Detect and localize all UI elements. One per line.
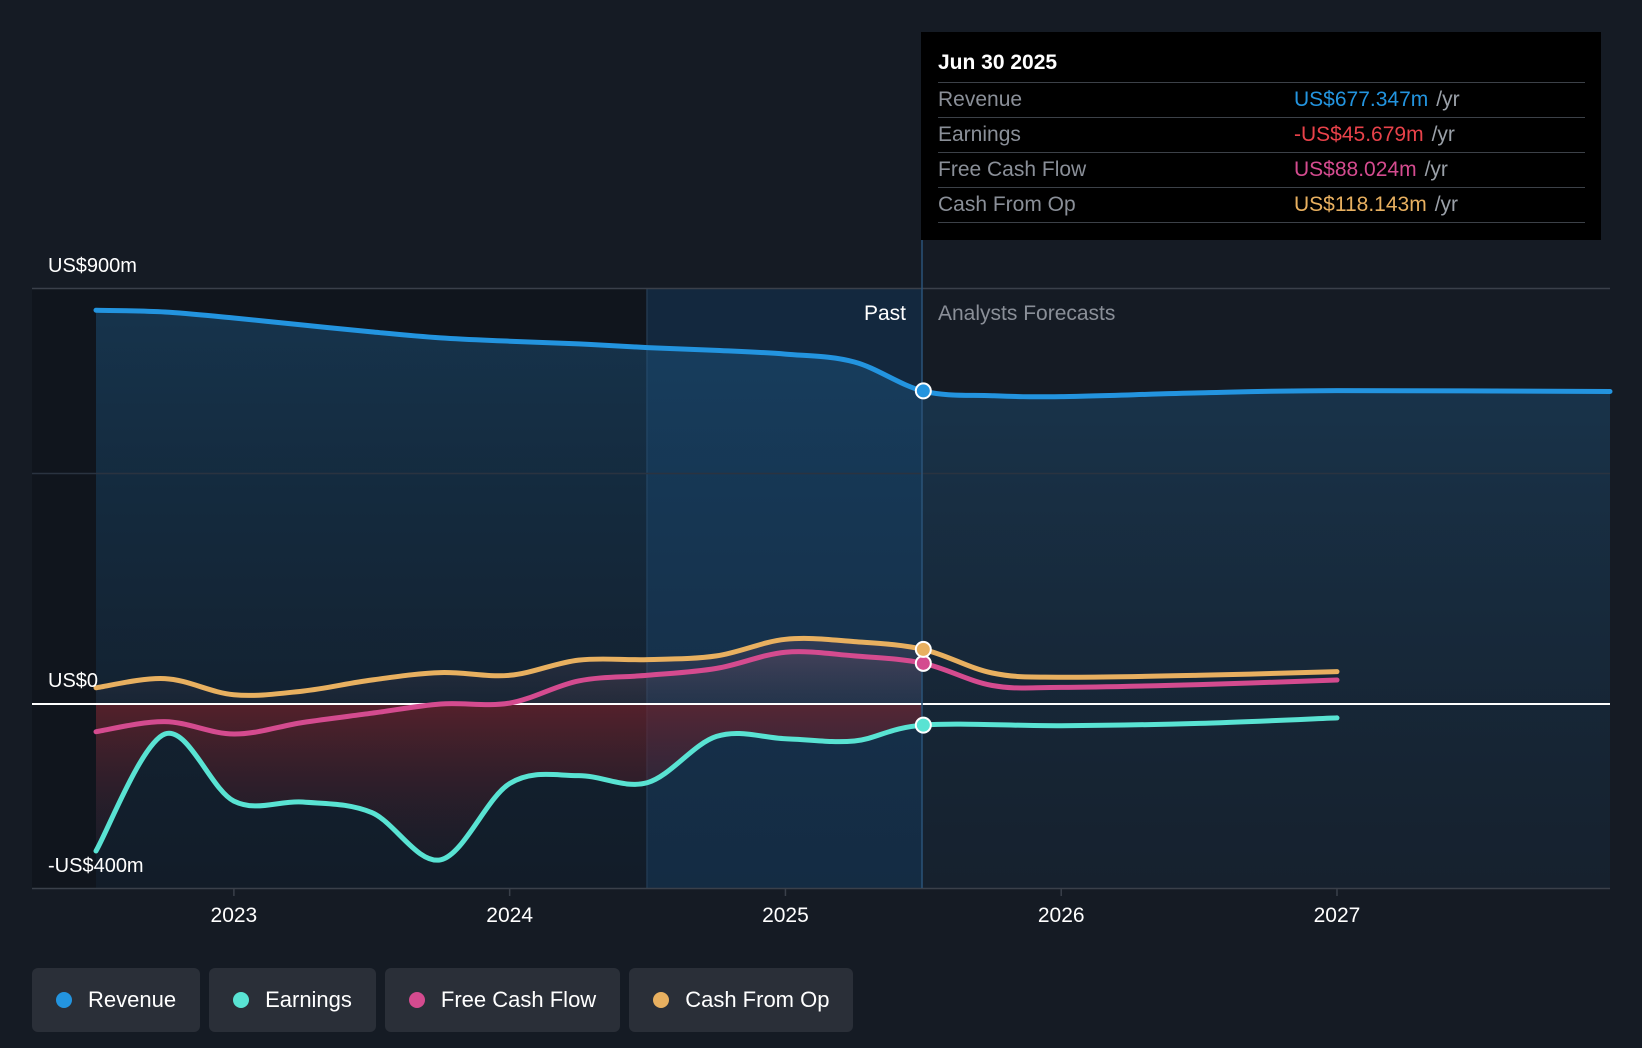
series-lines <box>93 307 1613 863</box>
legend-item-earnings[interactable]: Earnings <box>209 968 376 1032</box>
tooltip-value: US$118.143m <box>1294 193 1427 216</box>
x-axis: 2023 2024 2025 2026 2027 <box>211 888 1361 927</box>
marker-free-cash-flow[interactable] <box>914 654 932 672</box>
x-tick-label: 2025 <box>762 904 809 927</box>
legend-label: Earnings <box>265 987 352 1012</box>
negative-area <box>96 704 922 735</box>
tooltip-value: -US$45.679m <box>1294 123 1424 146</box>
legend: Revenue Earnings Free Cash Flow Cash Fro… <box>32 968 854 1032</box>
x-tick-label: 2024 <box>486 904 533 927</box>
tooltip-label: Revenue <box>938 88 1023 111</box>
tooltip-date: Jun 30 2025 <box>938 51 1058 74</box>
tooltip-row-revenue: Revenue US$677.347m /yr <box>938 82 1585 117</box>
positive-area <box>96 638 922 704</box>
legend-dot-icon <box>233 992 250 1008</box>
tooltip-value: US$677.347m <box>1294 88 1429 111</box>
marker-earnings[interactable] <box>914 716 932 734</box>
x-tick-label: 2027 <box>1314 904 1361 927</box>
y-label-bottom: -US$400m <box>48 855 144 877</box>
tooltip-label: Cash From Op <box>938 193 1076 216</box>
x-tick-label: 2026 <box>1038 904 1085 927</box>
tooltip: Jun 30 2025 Revenue US$677.347m /yr Earn… <box>921 32 1601 240</box>
tooltip-unit: /yr <box>1424 158 1448 181</box>
tooltip-label: Earnings <box>938 123 1021 146</box>
legend-label: Cash From Op <box>685 987 830 1012</box>
past-label: Past <box>864 302 906 325</box>
forecast-label: Analysts Forecasts <box>938 302 1115 325</box>
series-area-group <box>96 638 922 704</box>
tooltip-value: US$88.024m <box>1294 158 1417 181</box>
legend-dot-icon <box>56 992 72 1008</box>
series-line-free-cash-flow <box>93 649 1340 737</box>
series-line-revenue <box>93 307 1613 400</box>
marker-revenue[interactable] <box>914 382 932 400</box>
legend-dot-icon <box>653 992 670 1008</box>
legend-item-free-cash-flow[interactable]: Free Cash Flow <box>384 968 621 1032</box>
tooltip-row-free-cash-flow: Free Cash Flow US$88.024m /yr <box>938 152 1585 187</box>
tooltip-label: Free Cash Flow <box>938 158 1087 181</box>
legend-label: Revenue <box>88 987 177 1012</box>
legend-dot-icon <box>408 992 425 1008</box>
tooltip-unit: /yr <box>1436 88 1460 111</box>
y-label-top: US$900m <box>48 255 137 277</box>
tooltip-unit: /yr <box>1434 193 1459 216</box>
legend-label: Free Cash Flow <box>440 987 597 1012</box>
series-line-earnings <box>93 715 1340 863</box>
legend-item-revenue[interactable]: Revenue <box>32 968 201 1032</box>
tooltip-unit: /yr <box>1431 123 1455 146</box>
legend-item-cash-from-op[interactable]: Cash From Op <box>629 968 854 1032</box>
y-label-zero: US$0 <box>48 670 98 692</box>
x-tick-label: 2023 <box>211 904 258 927</box>
marker-cash-from-op[interactable] <box>914 640 932 658</box>
series-line-cash-from-op <box>93 635 1340 698</box>
series-markers <box>914 382 932 734</box>
tooltip-row-cash-from-op: Cash From Op US$118.143m /yr <box>938 187 1585 223</box>
tooltip-row-earnings: Earnings -US$45.679m /yr <box>938 117 1585 152</box>
